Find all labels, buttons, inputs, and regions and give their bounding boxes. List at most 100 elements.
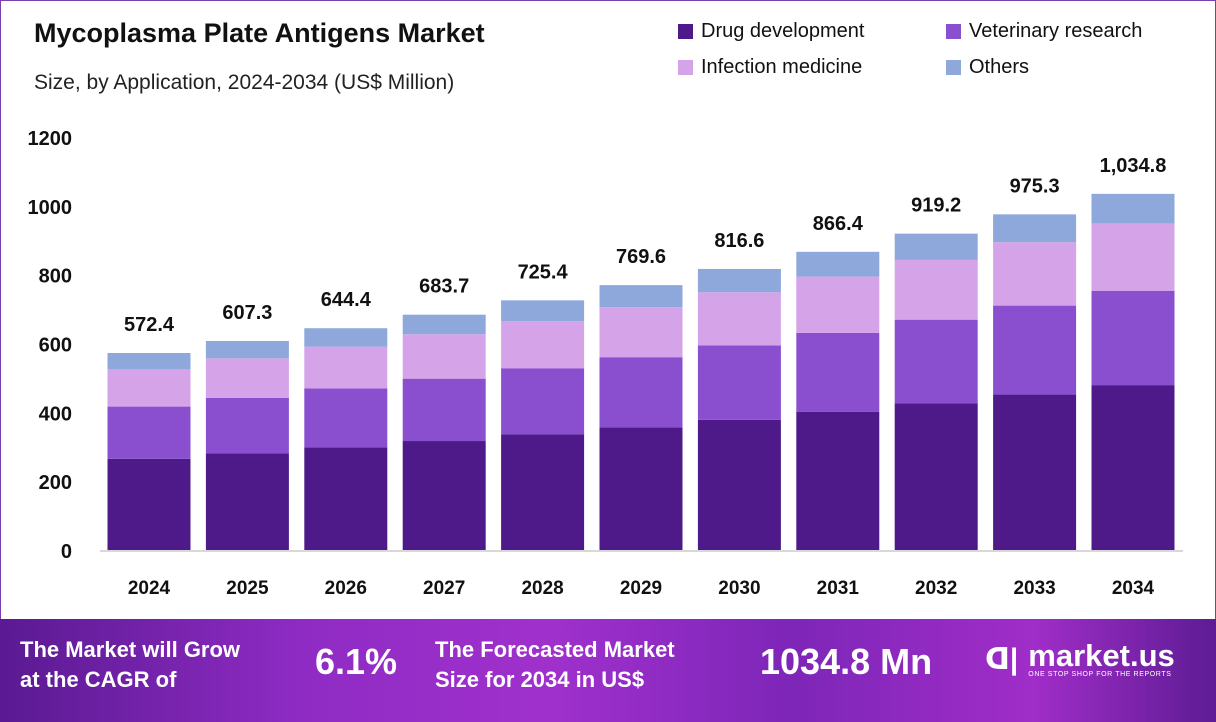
bar-total-label: 816.6: [714, 230, 764, 252]
bar-segment-veterinary-research: [894, 319, 978, 404]
bar-segment-infection-medicine: [796, 276, 880, 333]
bar-segment-drug-development: [501, 434, 585, 550]
x-tick-label: 2026: [325, 578, 367, 599]
bar-segment-others: [304, 328, 388, 347]
legend-item-infection-medicine: Infection medicine: [678, 56, 946, 79]
bar-segment-infection-medicine: [304, 346, 388, 389]
legend-swatch: [946, 24, 961, 39]
y-tick-label: 1000: [28, 197, 73, 219]
y-tick-label: 1200: [28, 128, 73, 150]
bar-segment-drug-development: [1091, 385, 1175, 550]
cagr-label: The Market will Grow at the CAGR of: [20, 635, 240, 695]
y-tick-label: 0: [61, 541, 72, 563]
legend-label: Veterinary research: [969, 20, 1143, 42]
chart-title: Mycoplasma Plate Antigens Market: [34, 18, 485, 48]
bar-segment-others: [894, 233, 978, 260]
bar-segment-drug-development: [402, 441, 486, 550]
x-tick-label: 2032: [915, 578, 957, 599]
legend-swatch: [678, 60, 693, 75]
bar-segment-veterinary-research: [697, 345, 781, 420]
forecast-label-line1: The Forecasted Market: [435, 637, 675, 662]
bar-segment-infection-medicine: [1091, 223, 1175, 291]
market-us-logo: ᗡ| market.us ONE STOP SHOP FOR THE REPORT…: [985, 638, 1175, 678]
x-tick-label: 2025: [226, 578, 269, 599]
legend-item-drug-development: Drug development: [678, 20, 946, 43]
x-tick-label: 2033: [1013, 578, 1055, 599]
bar-segment-others: [107, 352, 191, 370]
logo-text: market.us: [1028, 638, 1175, 673]
bar-total-label: 607.3: [222, 302, 272, 324]
bar-segment-drug-development: [107, 458, 191, 550]
bar-segment-veterinary-research: [501, 368, 585, 435]
bar-segment-veterinary-research: [205, 397, 289, 454]
bar-segment-others: [993, 214, 1077, 243]
bar-segment-others: [599, 285, 683, 308]
legend-label: Infection medicine: [701, 56, 863, 78]
bar-segment-drug-development: [205, 453, 289, 550]
bar-total-label: 572.4: [124, 314, 175, 336]
bar-segment-drug-development: [697, 419, 781, 550]
logo-icon: ᗡ|: [985, 643, 1019, 676]
cagr-label-line2: at the CAGR of: [20, 667, 177, 692]
y-tick-label: 600: [39, 335, 72, 357]
x-tick-label: 2031: [817, 578, 860, 599]
bar-segment-infection-medicine: [599, 307, 683, 358]
bar-segment-veterinary-research: [1091, 290, 1175, 386]
bar-segment-infection-medicine: [993, 242, 1077, 306]
bar-total-label: 769.6: [616, 246, 666, 268]
bar-segment-others: [796, 251, 880, 277]
x-tick-label: 2029: [620, 578, 662, 599]
bar-segment-infection-medicine: [107, 369, 191, 407]
cagr-value: 6.1%: [315, 641, 398, 682]
x-tick-label: 2028: [521, 578, 563, 599]
bar-segment-veterinary-research: [304, 388, 388, 448]
legend-item-others: Others: [946, 56, 1214, 79]
x-tick-label: 2034: [1112, 578, 1155, 599]
chart-plot: 0 200 400 600 800 1000 1200 572.4 2024 607.3 2025 6…: [28, 128, 1183, 599]
forecast-label: The Forecasted Market Size for 2034 in US…: [435, 635, 675, 695]
legend-item-veterinary-research: Veterinary research: [946, 20, 1214, 43]
bar-segment-infection-medicine: [894, 259, 978, 320]
bar-segment-others: [205, 340, 289, 359]
y-tick-label: 400: [39, 403, 72, 425]
y-tick-label: 200: [39, 472, 72, 494]
bar-segment-veterinary-research: [796, 332, 880, 412]
logo-tagline: ONE STOP SHOP FOR THE REPORTS: [1028, 671, 1172, 678]
summary-banner: The Market will Grow at the CAGR of 6.1% …: [0, 619, 1216, 722]
bar-segment-veterinary-research: [599, 357, 683, 428]
legend-label: Drug development: [701, 20, 865, 42]
bar-segment-others: [501, 300, 585, 322]
cagr-label-line1: The Market will Grow: [20, 637, 241, 662]
bar-segment-veterinary-research: [107, 406, 191, 459]
bar-segment-veterinary-research: [402, 378, 486, 442]
x-tick-label: 2024: [128, 578, 171, 599]
legend-label: Others: [969, 56, 1030, 78]
x-tick-label: 2030: [718, 578, 760, 599]
chart-subtitle: Size, by Application, 2024-2034 (US$ Mil…: [34, 71, 455, 94]
x-tick-label: 2027: [423, 578, 465, 599]
bar-total-label: 866.4: [813, 213, 864, 235]
bar-segment-drug-development: [599, 427, 683, 550]
bar-segment-infection-medicine: [501, 321, 585, 369]
bar-segment-veterinary-research: [993, 305, 1077, 395]
bar-segment-drug-development: [993, 394, 1077, 550]
forecast-value: 1034.8 Mn: [760, 641, 933, 682]
bar-segment-infection-medicine: [205, 358, 289, 398]
bar-segment-drug-development: [796, 411, 880, 550]
legend: Drug development Veterinary research Inf…: [678, 20, 1214, 79]
forecast-label-line2: Size for 2034 in US$: [435, 667, 645, 692]
y-tick-label: 800: [39, 266, 72, 288]
legend-swatch: [946, 60, 961, 75]
bar-total-label: 725.4: [518, 261, 569, 283]
legend-swatch: [678, 24, 693, 39]
bar-total-label: 683.7: [419, 276, 469, 298]
bar-segment-others: [402, 314, 486, 335]
bar-total-label: 919.2: [911, 195, 961, 217]
bar-segment-drug-development: [304, 447, 388, 550]
bar-segment-infection-medicine: [697, 292, 781, 346]
bar-segment-others: [1091, 193, 1175, 224]
bar-total-label: 975.3: [1010, 175, 1060, 197]
bar-segment-drug-development: [894, 403, 978, 550]
bar-segment-infection-medicine: [402, 334, 486, 379]
bar-total-label: 644.4: [321, 289, 372, 311]
